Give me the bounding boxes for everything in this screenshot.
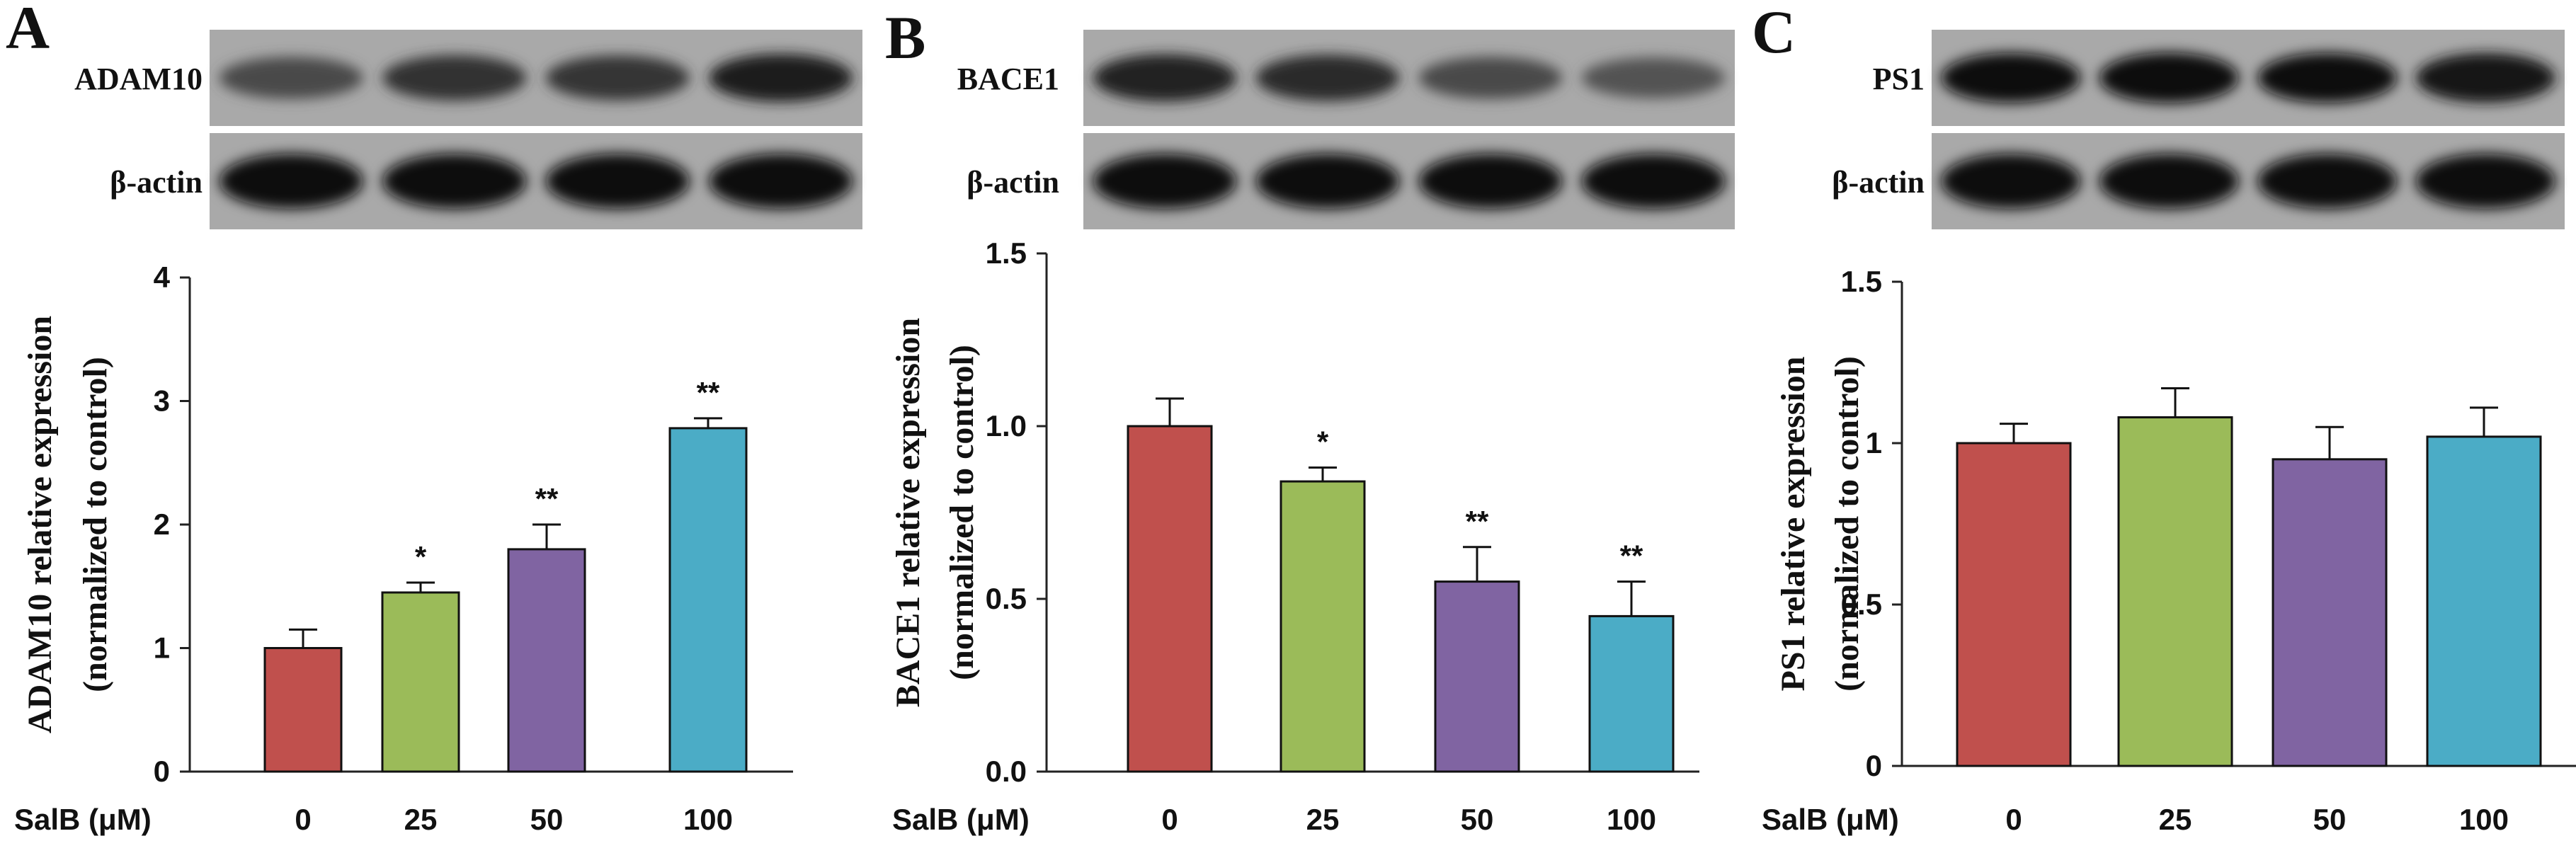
x-tick-label: 50: [530, 803, 564, 836]
blot-band: [545, 55, 690, 101]
y-tick-label: 4: [154, 261, 171, 294]
significance-marker: **: [697, 376, 720, 409]
bar-chart: 0 0.5 1 1.5 PS1 relative expression (normaliz…: [1762, 265, 2576, 836]
blot-actin-label: β-actin: [967, 165, 1059, 200]
x-axis-prefix: SalB (μM): [892, 803, 1030, 836]
bar: [1280, 480, 1366, 773]
significance-marker: *: [415, 540, 427, 573]
significance-marker: **: [1620, 539, 1643, 573]
blot-band: [1941, 154, 2081, 209]
bar: [1127, 425, 1213, 773]
y-axis-label-line2: (normalized to control): [76, 357, 114, 692]
significance-marker: **: [1466, 505, 1489, 538]
y-tick-label: 0: [154, 755, 170, 788]
blot-band: [1941, 52, 2081, 103]
western-blot: ADAM10 β-actin: [74, 30, 862, 229]
blot-band: [1093, 54, 1237, 102]
y-tick-label: 1.0: [986, 409, 1027, 442]
bar: [2426, 435, 2542, 767]
blot-actin-label: β-actin: [1832, 165, 1925, 200]
x-tick-label: 100: [683, 803, 733, 836]
y-axis-label-line1: ADAM10 relative expression: [21, 316, 59, 733]
y-tick-label: 1.5: [1841, 265, 1882, 298]
y-axis-label-line1: BACE1 relative expression: [889, 318, 927, 707]
y-axis-label-line1: PS1 relative expression: [1774, 357, 1812, 692]
bar: [263, 647, 343, 773]
y-tick-label: 2: [154, 508, 170, 541]
blot-band: [2415, 154, 2555, 209]
bar: [1956, 442, 2072, 767]
x-tick-label: 0: [295, 803, 311, 836]
x-tick-label: 100: [1607, 803, 1656, 836]
y-tick-label: 3: [154, 384, 170, 418]
panel-letter: C: [1752, 0, 1796, 66]
significance-marker: **: [535, 482, 559, 515]
panel-a: A ADAM10 β-actin 0 1 2 3 4 ADAM10 relative expre…: [6, 0, 862, 836]
blot-band: [2415, 52, 2555, 103]
x-tick-label: 50: [1461, 803, 1494, 836]
blot-band: [1093, 154, 1237, 209]
y-tick-label: 1.5: [986, 236, 1027, 270]
blot-band: [382, 154, 527, 209]
blot-band: [2099, 154, 2239, 209]
panel-c: C PS1 β-actin 0 0.5 1 1.5 PS1 relative expressi…: [1752, 0, 2576, 836]
blot-target-label: BACE1: [957, 62, 1059, 96]
y-tick-label: 0.0: [986, 755, 1027, 788]
blot-band: [545, 154, 690, 209]
bar-chart: 0.0 0.5 1.0 1.5 BACE1 relative expression (no…: [889, 236, 1699, 836]
bar: [2272, 458, 2388, 767]
x-tick-label: 25: [2159, 803, 2192, 836]
x-axis-prefix: SalB (μM): [14, 803, 152, 836]
blot-band: [2257, 154, 2398, 209]
x-tick-label: 100: [2459, 803, 2509, 836]
blot-band: [219, 57, 363, 99]
panel-b: B BACE1 β-actin 0.0 0.5 1.0 1.5 BACE1 relative …: [885, 4, 1735, 836]
x-tick-label: 25: [404, 803, 438, 836]
blot-band: [219, 154, 363, 209]
blot-band: [1581, 154, 1726, 209]
y-axis-label-line2: (normalized to control): [1828, 356, 1866, 692]
bar: [2117, 416, 2233, 767]
blot-band: [1418, 154, 1563, 209]
bar-chart: 0 1 2 3 4 ADAM10 relative expression (normaliz…: [14, 261, 793, 836]
bar: [668, 427, 748, 773]
y-tick-label: 1: [1866, 426, 1882, 459]
significance-marker: *: [1317, 425, 1329, 459]
blot-target-label: ADAM10: [74, 62, 203, 96]
y-tick-label: 0: [1866, 749, 1882, 782]
x-axis-prefix: SalB (μM): [1762, 803, 1899, 836]
western-blot: PS1 β-actin: [1832, 30, 2565, 229]
y-tick-label: 0.5: [1841, 588, 1882, 621]
bar: [1588, 614, 1675, 773]
blot-actin-label: β-actin: [110, 165, 203, 200]
bar: [507, 548, 586, 773]
blot-target-label: PS1: [1873, 62, 1925, 96]
blot-band: [1581, 57, 1726, 98]
x-tick-label: 0: [2005, 803, 2022, 836]
y-tick-label: 1: [154, 631, 170, 665]
x-tick-label: 50: [2313, 803, 2347, 836]
blot-band: [709, 154, 853, 209]
y-tick-label: 0.5: [986, 582, 1027, 615]
panel-letter: A: [6, 0, 50, 62]
blot-band: [2257, 52, 2398, 103]
y-axis-label-line2: (normalized to control): [943, 345, 981, 680]
blot-band: [709, 54, 853, 102]
blot-band: [382, 55, 527, 101]
x-tick-label: 0: [1161, 803, 1178, 836]
panel-letter: B: [885, 4, 925, 71]
blot-band: [2099, 52, 2239, 103]
x-tick-label: 25: [1306, 803, 1340, 836]
bar: [1434, 580, 1520, 773]
blot-band: [1255, 154, 1400, 209]
blot-band: [1418, 57, 1563, 99]
western-blot: BACE1 β-actin: [957, 30, 1735, 229]
bar: [381, 591, 460, 773]
blot-band: [1255, 55, 1400, 101]
